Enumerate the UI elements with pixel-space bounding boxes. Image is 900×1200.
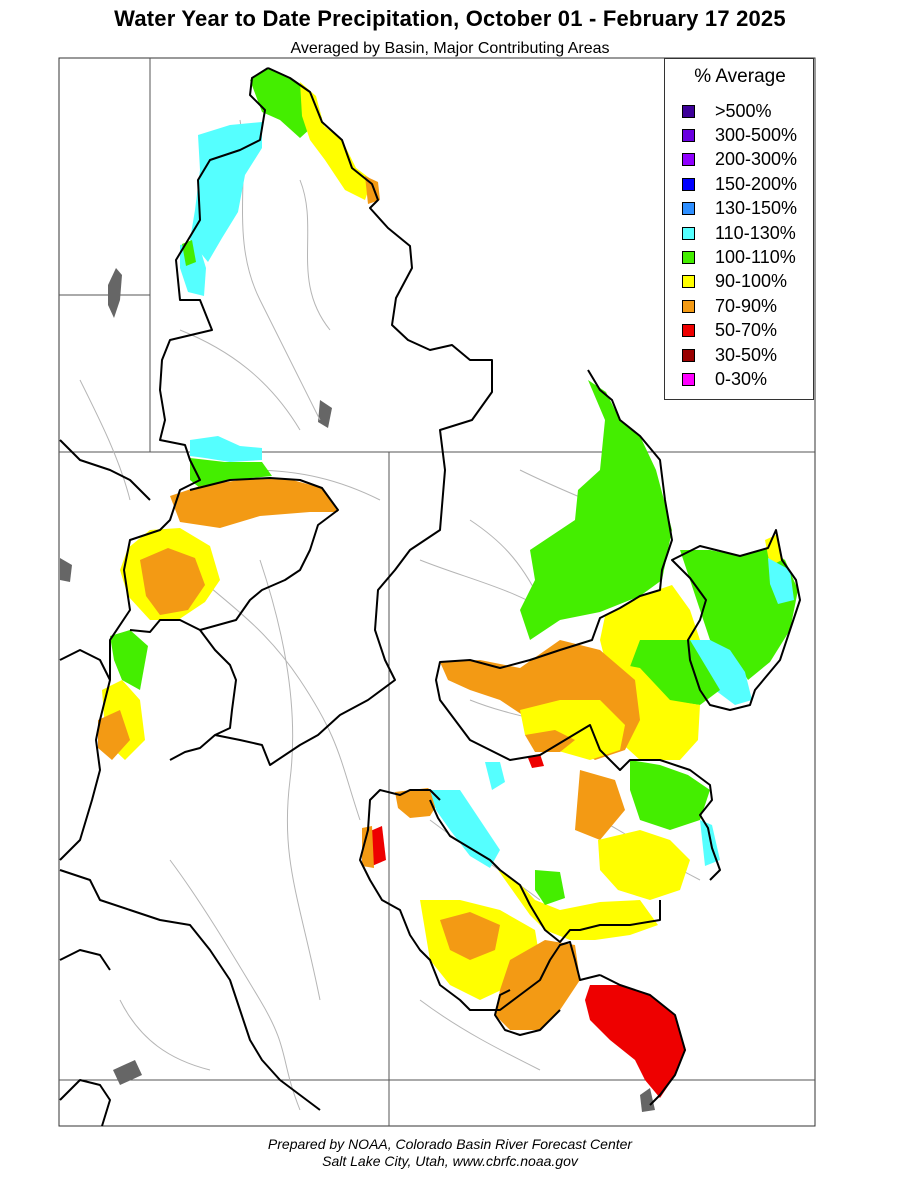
legend-swatch bbox=[682, 251, 695, 265]
state-boundaries bbox=[59, 58, 815, 1126]
legend-label: 70-90% bbox=[715, 295, 778, 316]
legend-item: 130-150% bbox=[682, 197, 797, 221]
lakes bbox=[60, 268, 655, 1112]
legend-swatch bbox=[682, 275, 695, 289]
footer-line-1: Prepared by NOAA, Colorado Basin River F… bbox=[267, 1136, 633, 1152]
legend-items: >500% 300-500% 200-300% 150-200% 130-150… bbox=[682, 99, 797, 392]
legend-label: 300-500% bbox=[715, 125, 798, 146]
legend-label: 200-300% bbox=[715, 149, 798, 170]
footer-line-2: Salt Lake City, Utah, www.cbrfc.noaa.gov bbox=[322, 1153, 578, 1169]
legend-swatch bbox=[682, 153, 695, 167]
legend-swatch bbox=[682, 129, 695, 143]
legend-label: 30-50% bbox=[715, 344, 778, 365]
legend-label: 110-130% bbox=[715, 222, 796, 243]
legend-swatch bbox=[682, 202, 695, 216]
legend-swatch bbox=[682, 324, 695, 338]
basin-boundaries bbox=[59, 67, 801, 1127]
legend-label: 150-200% bbox=[715, 173, 798, 194]
legend-item: 70-90% bbox=[682, 294, 797, 318]
map-subtitle: Averaged by Basin, Major Contributing Ar… bbox=[290, 40, 610, 57]
legend-label: 50-70% bbox=[715, 320, 778, 341]
legend-label: 0-30% bbox=[715, 368, 768, 389]
legend-label: 130-150% bbox=[715, 198, 798, 219]
legend-label: 90-100% bbox=[715, 271, 788, 292]
legend-item: 0-30% bbox=[682, 367, 797, 391]
legend-label: >500% bbox=[715, 100, 772, 121]
legend-item: 30-50% bbox=[682, 343, 797, 367]
legend-item: 50-70% bbox=[682, 319, 797, 343]
legend-item: 300-500% bbox=[682, 123, 797, 147]
map-title: Water Year to Date Precipitation, Octobe… bbox=[114, 6, 786, 31]
legend-item: 150-200% bbox=[682, 172, 797, 196]
legend-item: 90-100% bbox=[682, 270, 797, 294]
legend-title: % Average bbox=[694, 66, 786, 87]
legend-swatch bbox=[682, 177, 695, 191]
legend-item: >500% bbox=[682, 99, 797, 123]
legend-item: 110-130% bbox=[682, 221, 797, 245]
legend-item: 200-300% bbox=[682, 148, 797, 172]
legend-swatch bbox=[682, 348, 695, 362]
legend-swatch bbox=[682, 299, 695, 313]
footer: Prepared by NOAA, Colorado Basin River F… bbox=[0, 1136, 900, 1170]
legend-label: 100-110% bbox=[715, 247, 796, 268]
legend-swatch bbox=[682, 226, 695, 240]
legend: % Average >500% 300-500% 200-300% 150-20… bbox=[664, 58, 814, 400]
legend-swatch bbox=[682, 372, 695, 386]
legend-item: 100-110% bbox=[682, 245, 797, 269]
legend-swatch bbox=[682, 104, 695, 118]
